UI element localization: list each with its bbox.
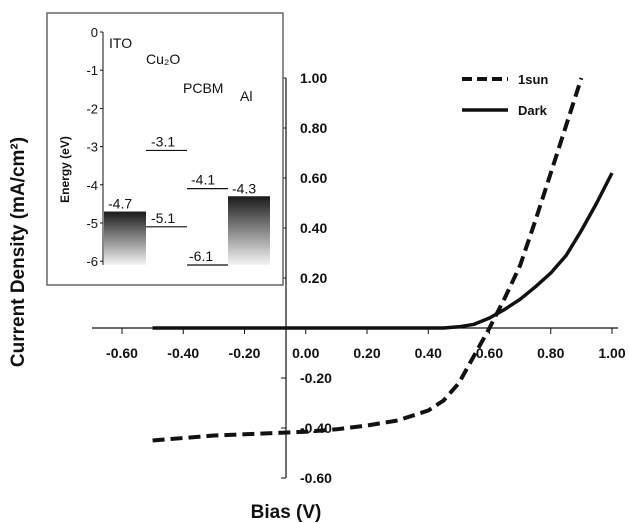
inset-y-tick-label: -4 (86, 178, 98, 193)
y-tick-label: 1.00 (300, 70, 327, 86)
level-label: -4.1 (191, 172, 215, 188)
material-label-1: Cu₂O (146, 51, 180, 67)
level-label: -4.7 (108, 196, 132, 212)
series-line-dark (152, 172, 614, 330)
inset-y-tick-label: -5 (86, 216, 98, 231)
x-tick-label: -0.60 (106, 345, 138, 361)
x-tick-label: 0.80 (537, 345, 564, 361)
material-label-3: Al (240, 88, 252, 104)
x-tick-label: 0.60 (476, 345, 503, 361)
y-tick-label: -0.20 (300, 370, 332, 386)
x-tick-label: -0.20 (229, 345, 261, 361)
legend: 1sun Dark (462, 72, 548, 118)
legend-label-dark: Dark (518, 103, 548, 118)
x-tick-label: 0.00 (292, 345, 319, 361)
level-label: -3.1 (151, 133, 175, 149)
series-line-1sun (152, 77, 584, 443)
x-tick-label: 0.40 (415, 345, 442, 361)
y-tick-label: 0.20 (300, 270, 327, 286)
y-tick-label: 0.60 (300, 170, 327, 186)
main-series (152, 77, 614, 443)
inset-y-tick-label: -3 (86, 140, 98, 155)
main-axes: -0.60 -0.40 -0.20 0.00 0.20 0.40 0.60 0.80 1.00 -… (92, 70, 626, 486)
inset-y-axis-title: Energy (eV) (58, 136, 72, 203)
material-label-0: ITO (109, 35, 132, 51)
x-tick-label: -0.40 (167, 345, 199, 361)
inset-y-tick-label: -1 (86, 63, 98, 78)
level-label: -6.1 (189, 248, 213, 264)
material-label-2: PCBM (183, 80, 223, 96)
y-tick-label: -0.60 (300, 470, 332, 486)
x-tick-label: 1.00 (598, 345, 625, 361)
x-tick-label: 0.20 (353, 345, 380, 361)
inset-y-tick-label: -2 (86, 101, 98, 116)
ito-band-block (104, 211, 146, 266)
y-tick-label: 0.40 (300, 220, 327, 236)
y-tick-label: 0.80 (300, 120, 327, 136)
level-label: -5.1 (151, 210, 175, 226)
legend-label-1sun: 1sun (518, 72, 548, 87)
x-axis-title: Bias (V) (251, 502, 322, 523)
inset-y-tick-label: -6 (86, 254, 98, 269)
inset-y-tick-label: 0 (91, 25, 98, 40)
al-band-block (228, 196, 270, 266)
level-label: -4.3 (232, 180, 256, 196)
y-axis-title: Current Density (mA/cm²) (8, 137, 29, 367)
